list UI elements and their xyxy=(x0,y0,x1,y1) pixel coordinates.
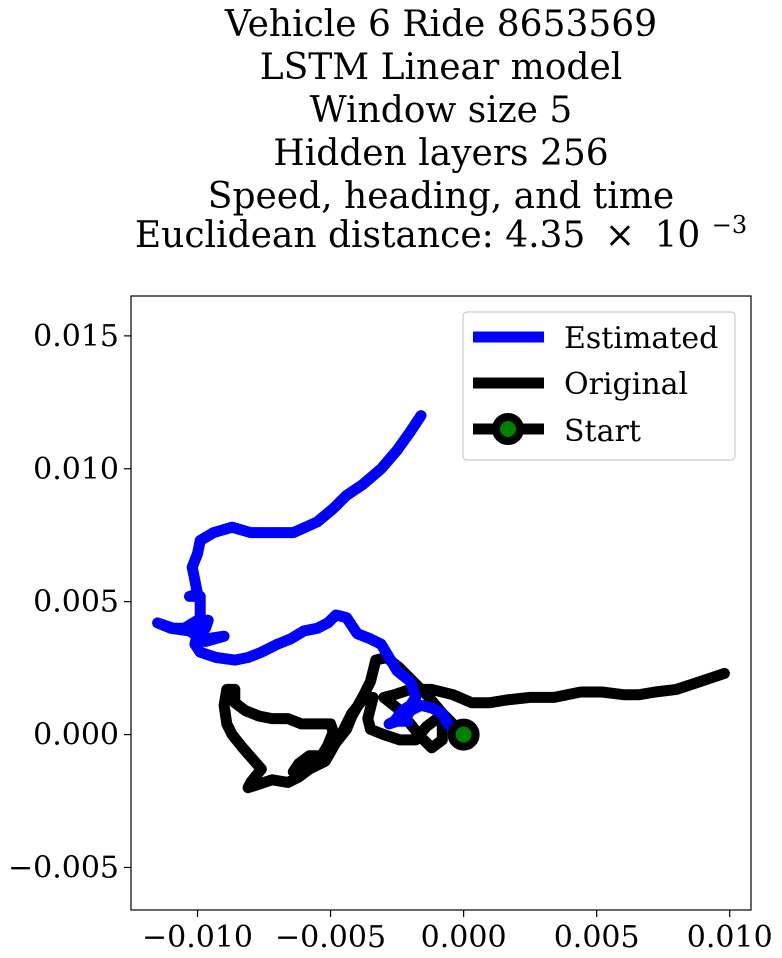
legend-start-label: Start xyxy=(564,414,641,449)
series-line-original xyxy=(218,652,730,794)
y-tick-label: 0.010 xyxy=(33,452,119,487)
distance-exponent: −3 xyxy=(712,211,747,239)
title-line-6: Euclidean distance: 4.35 × 10 −3 xyxy=(135,211,747,256)
title-line-1: Vehicle 6 Ride 8653569 xyxy=(224,4,657,45)
title-line-2: LSTM Linear model xyxy=(260,47,623,88)
y-tick-label: 0.005 xyxy=(33,585,119,620)
x-tick-label: −0.010 xyxy=(142,920,253,955)
legend-box xyxy=(462,311,736,461)
legend-start-marker xyxy=(492,413,524,445)
distance-times: × xyxy=(605,215,635,256)
plot-frame xyxy=(130,295,752,911)
distance-label: Euclidean distance: 4.35 xyxy=(135,215,585,256)
chart-title: Vehicle 6 Ride 8653569 LSTM Linear model… xyxy=(135,4,747,256)
legend: Estimated Original Start xyxy=(462,311,736,461)
legend-original-label: Original xyxy=(564,367,688,402)
legend-estimated-label: Estimated xyxy=(564,321,718,356)
title-line-4: Hidden layers 256 xyxy=(273,133,608,174)
x-tick-label: 0.005 xyxy=(554,920,640,955)
series-layer xyxy=(152,410,730,794)
y-tick-label: 0.000 xyxy=(33,718,119,753)
series-line-estimated xyxy=(152,410,470,741)
distance-base: 10 xyxy=(654,215,700,256)
y-tick-label: −0.005 xyxy=(8,850,119,885)
title-line-5: Speed, heading, and time xyxy=(208,176,674,217)
title-line-3: Window size 5 xyxy=(310,90,573,131)
axis-ticks: −0.010 −0.005 0.000 0.005 0.010 −0.005 0.000 0.… xyxy=(8,319,773,955)
x-tick-label: 0.000 xyxy=(421,920,507,955)
x-tick-label: 0.010 xyxy=(687,920,773,955)
y-tick-label: 0.015 xyxy=(33,319,119,354)
x-tick-label: −0.005 xyxy=(275,920,386,955)
start-marker xyxy=(447,718,480,751)
